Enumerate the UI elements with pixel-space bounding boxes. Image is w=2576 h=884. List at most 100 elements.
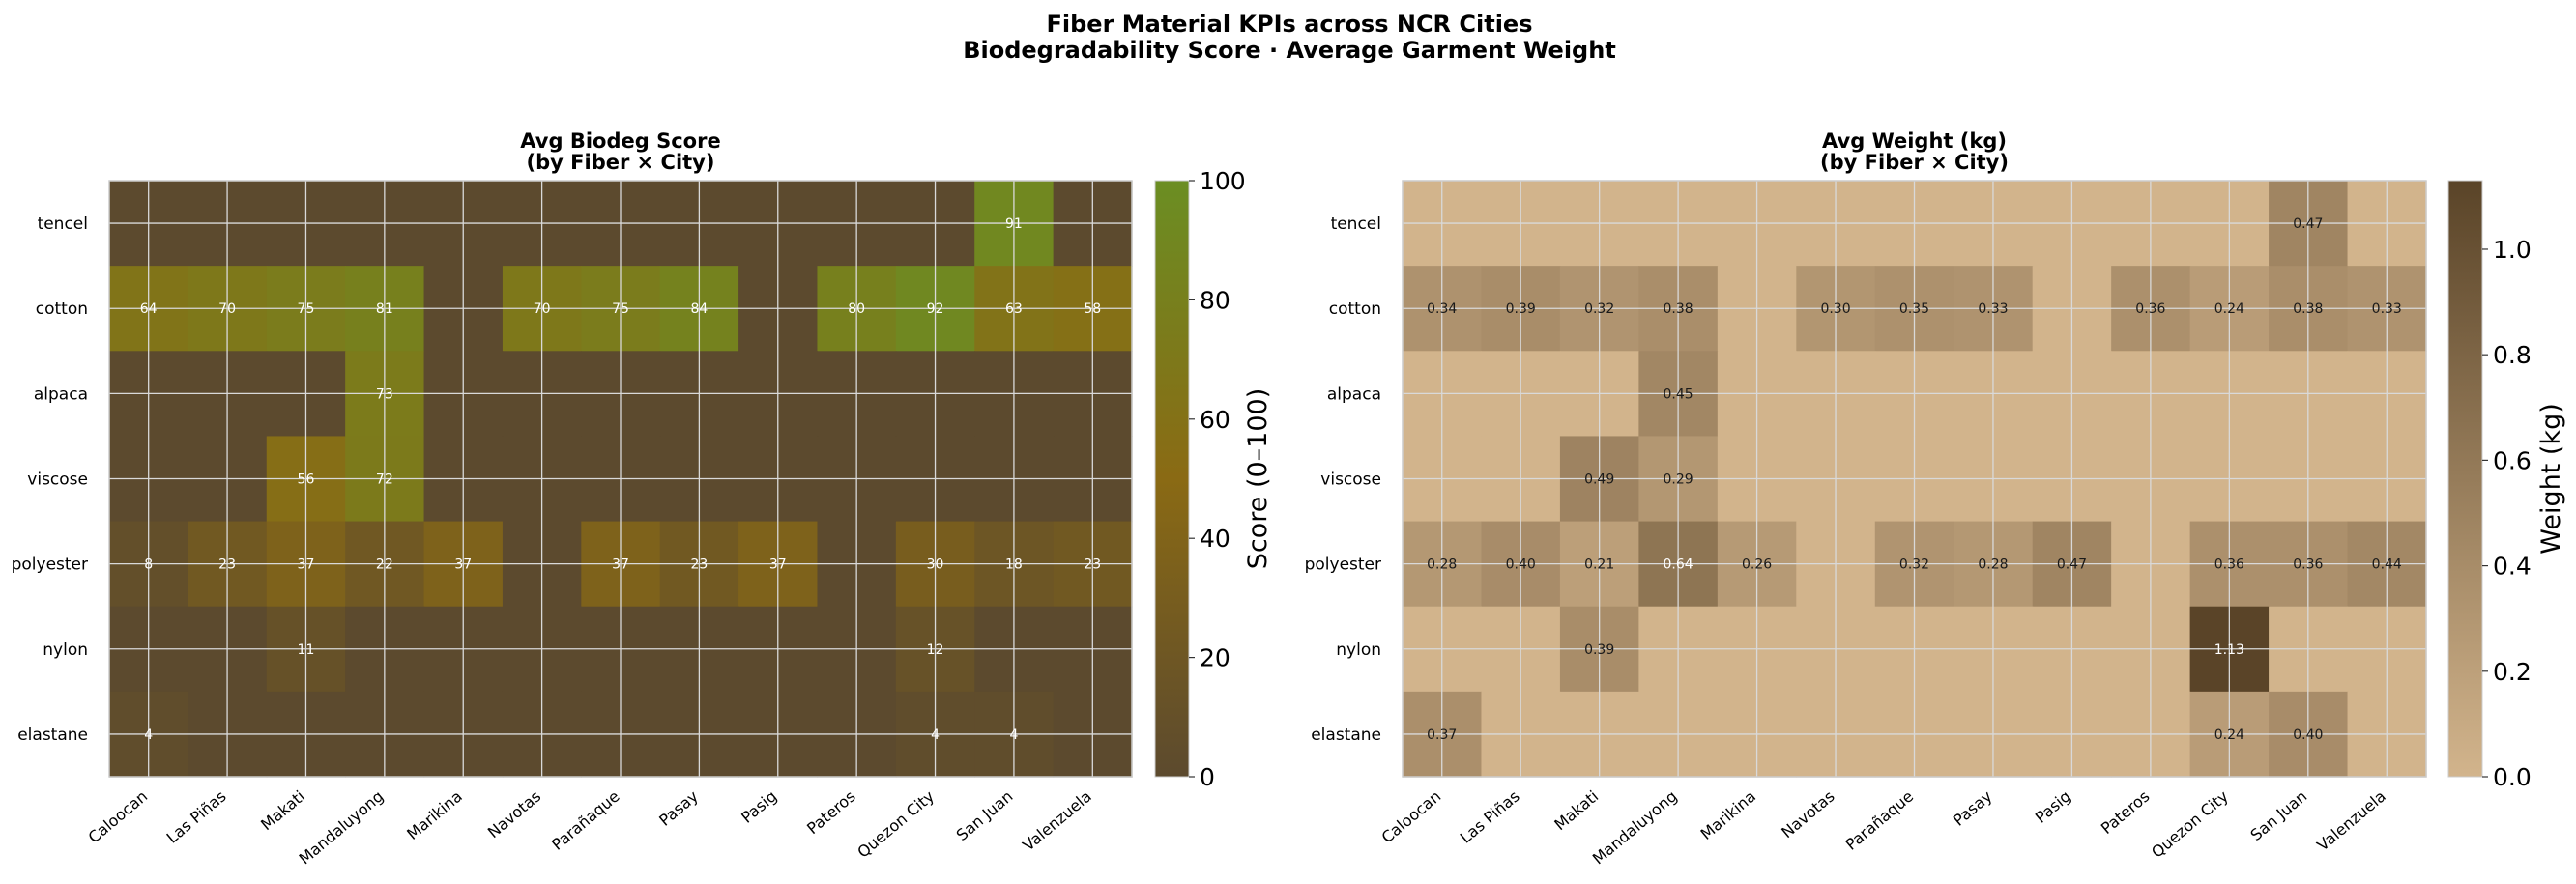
cell-value-label: 0.24 bbox=[2214, 301, 2244, 317]
cell-value-label: 8 bbox=[144, 557, 153, 573]
cell-value-label: 92 bbox=[927, 301, 944, 317]
cell-value-label: 18 bbox=[1005, 557, 1023, 573]
cell-value-label: 70 bbox=[218, 301, 236, 317]
row-tick-label: viscose bbox=[1320, 471, 1381, 490]
colorbar-tick-label: 0.2 bbox=[2493, 658, 2532, 686]
col-tick-label: Caloocan bbox=[1378, 787, 1445, 847]
colorbar-tick-label: 0.8 bbox=[2493, 341, 2532, 369]
col-tick-label: Pasig bbox=[2032, 787, 2074, 827]
row-tick-label: cotton bbox=[1329, 299, 1381, 319]
colorbar-tick-label: 0 bbox=[1200, 763, 1215, 791]
cell-value-label: 58 bbox=[1084, 301, 1101, 317]
col-tick-label: Caloocan bbox=[85, 787, 152, 847]
axes-frame bbox=[108, 180, 1133, 778]
cell-value-label: 0.29 bbox=[1664, 472, 1693, 488]
cell-value-label: 1.13 bbox=[2214, 642, 2244, 658]
cell-value-label: 0.30 bbox=[1820, 301, 1850, 317]
cell-value-label: 0.38 bbox=[1664, 301, 1693, 317]
colorbar-label: Weight (kg) bbox=[2536, 403, 2566, 555]
colorbar-tick-label: 20 bbox=[1200, 644, 1230, 672]
cell-value-label: 0.38 bbox=[2293, 301, 2323, 317]
figure-title-line-2: Biodegradability Score · Average Garment… bbox=[963, 37, 1616, 64]
col-tick-label: Valenzuela bbox=[1019, 787, 1095, 855]
cell-value-label: 4 bbox=[931, 727, 940, 743]
colorbar bbox=[1154, 180, 1190, 778]
row-tick-label: polyester bbox=[12, 556, 88, 575]
col-tick-label: Pateros bbox=[803, 787, 859, 839]
cell-value-label: 81 bbox=[376, 301, 393, 317]
cell-value-label: 0.49 bbox=[1584, 472, 1614, 488]
row-tick-label: tencel bbox=[38, 214, 88, 234]
cell-value-label: 0.40 bbox=[2293, 727, 2323, 743]
cell-value-label: 0.28 bbox=[1427, 557, 1457, 573]
cell-value-label: 72 bbox=[376, 472, 393, 488]
figure-title-line-1: Fiber Material KPIs across NCR Cities bbox=[1046, 11, 1532, 38]
row-tick-label: nylon bbox=[1336, 641, 1381, 660]
cell-value-label: 0.36 bbox=[2293, 557, 2323, 573]
col-tick-label: Makati bbox=[1550, 787, 1602, 835]
cell-value-label: 0.40 bbox=[1506, 557, 1536, 573]
cell-value-label: 22 bbox=[376, 557, 393, 573]
colorbar-tick-label: 40 bbox=[1200, 525, 1230, 553]
cell-value-label: 23 bbox=[690, 557, 708, 573]
colorbar-label: Score (0–100) bbox=[1243, 388, 1273, 569]
cell-value-label: 0.44 bbox=[2372, 557, 2402, 573]
cell-value-label: 0.45 bbox=[1664, 386, 1693, 402]
cell-value-label: 73 bbox=[376, 386, 393, 402]
cell-value-label: 0.39 bbox=[1506, 301, 1536, 317]
row-tick-label: elastane bbox=[1311, 726, 1381, 745]
col-tick-label: Navotas bbox=[1778, 787, 1838, 842]
cell-value-label: 0.34 bbox=[1427, 301, 1457, 317]
cell-value-label: 56 bbox=[298, 472, 315, 488]
cell-value-label: 64 bbox=[140, 301, 158, 317]
cell-value-label: 0.33 bbox=[2372, 301, 2402, 317]
col-tick-label: Mandaluyong bbox=[296, 787, 388, 869]
cell-value-label: 80 bbox=[848, 301, 865, 317]
cell-value-label: 37 bbox=[769, 557, 787, 573]
cell-value-label: 0.32 bbox=[1584, 301, 1614, 317]
cell-value-label: 0.36 bbox=[2135, 301, 2165, 317]
col-tick-label: Mandaluyong bbox=[1589, 787, 1681, 869]
cell-value-label: 0.64 bbox=[1664, 557, 1693, 573]
row-tick-label: elastane bbox=[17, 726, 88, 745]
row-tick-label: alpaca bbox=[1327, 385, 1381, 404]
col-tick-label: Parañaque bbox=[1842, 787, 1917, 854]
cell-value-label: 0.39 bbox=[1584, 642, 1614, 658]
colorbar-tick-label: 1.0 bbox=[2493, 236, 2532, 264]
cell-value-label: 4 bbox=[144, 727, 153, 743]
colorbar-tick-label: 0.6 bbox=[2493, 446, 2532, 474]
colorbar-tick-label: 80 bbox=[1200, 286, 1230, 314]
cell-value-label: 0.21 bbox=[1584, 557, 1614, 573]
col-tick-label: Valenzuela bbox=[2313, 787, 2389, 855]
cell-value-label: 0.47 bbox=[2293, 216, 2323, 232]
col-tick-label: San Juan bbox=[2247, 787, 2311, 845]
col-tick-label: Quezon City bbox=[2148, 787, 2232, 862]
cell-value-label: 0.28 bbox=[1978, 557, 2008, 573]
row-tick-label: alpaca bbox=[34, 385, 88, 404]
cell-value-label: 23 bbox=[218, 557, 236, 573]
cell-value-label: 30 bbox=[927, 557, 944, 573]
panel-title: (by Fiber × City) bbox=[1820, 151, 2009, 174]
heatmap-panel-2: Avg Weight (kg)(by Fiber × City) 0.47 0.34… bbox=[1305, 129, 2566, 868]
cell-value-label: 0.32 bbox=[1899, 557, 1929, 573]
cell-value-label: 0.24 bbox=[2214, 727, 2244, 743]
heatmap-panel-1: Avg Biodeg Score(by Fiber × City) 91 64 70 7… bbox=[12, 129, 1273, 868]
col-tick-label: Makati bbox=[257, 787, 308, 835]
colorbar-tick-label: 60 bbox=[1200, 406, 1230, 434]
cell-value-label: 4 bbox=[1009, 727, 1018, 743]
col-tick-label: Pasay bbox=[655, 787, 702, 830]
row-tick-label: polyester bbox=[1305, 556, 1381, 575]
col-tick-label: Quezon City bbox=[854, 787, 938, 862]
cell-value-label: 75 bbox=[298, 301, 315, 317]
cell-value-label: 0.35 bbox=[1899, 301, 1929, 317]
col-tick-label: Pasig bbox=[738, 787, 780, 827]
cell-value-label: 37 bbox=[454, 557, 472, 573]
row-tick-label: cotton bbox=[36, 299, 88, 319]
col-tick-label: Las Piñas bbox=[163, 787, 230, 847]
panel-title: Avg Weight (kg) bbox=[1822, 129, 2007, 153]
cell-value-label: 75 bbox=[612, 301, 629, 317]
panel-title: Avg Biodeg Score bbox=[520, 129, 720, 153]
cell-value-label: 0.36 bbox=[2214, 557, 2244, 573]
